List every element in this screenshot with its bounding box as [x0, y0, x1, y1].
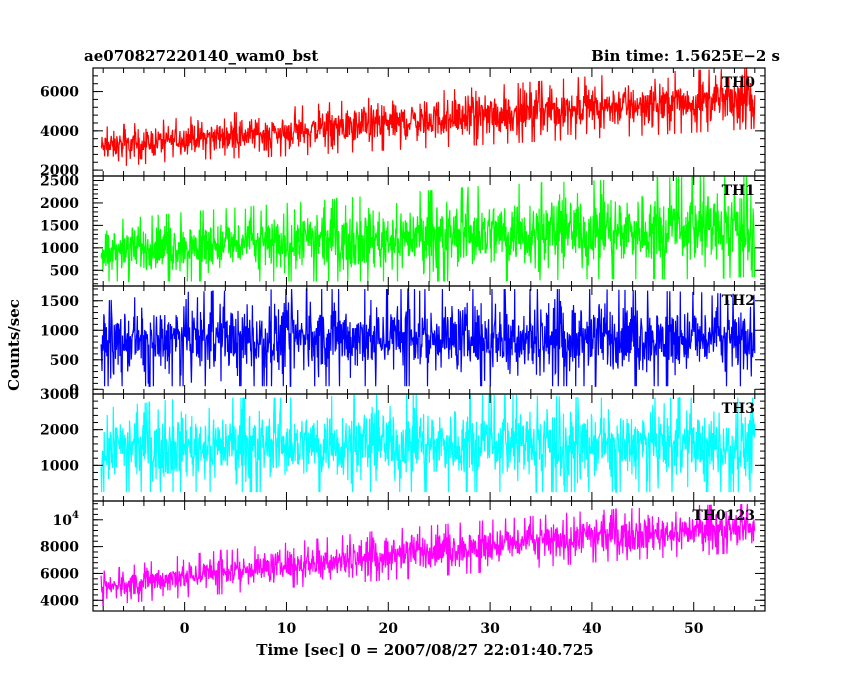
y-axis-label: Counts/sec [5, 299, 23, 391]
panels-group: 200040006000TH05001000150020002500TH1050… [40, 67, 766, 637]
y-tick-label: 104 [53, 510, 79, 529]
series-label-th1: TH1 [722, 183, 755, 199]
y-tick-label: 1500 [40, 294, 79, 310]
y-tick-label: 1000 [40, 241, 79, 257]
x-tick-label: 40 [582, 621, 602, 637]
series-label-th0123: TH0123 [692, 508, 755, 524]
x-tick-label: 0 [180, 621, 190, 637]
x-tick-label: 20 [379, 621, 399, 637]
y-tick-label-base: 10 [53, 513, 73, 529]
figure-title: ae070827220140_wam0_bst [84, 47, 318, 65]
x-tick-label: 10 [277, 621, 297, 637]
y-tick-label: 2000 [40, 163, 79, 179]
y-tick-label: 2500 [40, 173, 79, 189]
y-tick-label: 6000 [40, 566, 79, 582]
bin-time-label: Bin time: 1.5625E−2 s [591, 47, 780, 65]
y-tick-label: 1000 [40, 458, 79, 474]
y-tick-label: 0 [69, 382, 79, 398]
panel-th2: 0 500 1000 1500 TH2 [40, 285, 766, 398]
y-tick-label: 2000 [40, 423, 79, 439]
y-tick-label: 3000 [40, 387, 79, 403]
y-tick-label: 2000 [40, 196, 79, 212]
series-label-th3: TH3 [722, 401, 755, 417]
series-line-th0 [100, 68, 756, 166]
series-line-th0123 [100, 503, 756, 607]
y-tick-label: 4000 [40, 593, 79, 609]
x-tick-label: 30 [480, 621, 500, 637]
x-tick-label: 50 [684, 621, 704, 637]
panel-th3: 1000 2000 3000 TH3 [40, 387, 766, 502]
y-tick-label: 500 [50, 353, 79, 369]
series-line-th3 [100, 394, 756, 493]
y-tick-label: 500 [50, 263, 79, 279]
panel-th1: 500 1000 1500 2000 2500 TH1 [40, 173, 766, 287]
y-tick-label: 8000 [40, 540, 79, 556]
y-tick-label: 1500 [40, 218, 79, 234]
x-axis-label: Time [sec] 0 = 2007/08/27 22:01:40.725 [256, 641, 593, 659]
panel-th0123: 4000 6000 8000 104 TH0123 [40, 500, 766, 612]
y-tick-label-exponent: 4 [72, 510, 79, 521]
panel-th0: 2000 4000 6000 TH0 [40, 67, 766, 179]
series-line-th1 [100, 176, 756, 283]
series-label-th2: TH2 [722, 293, 755, 309]
y-tick-label: 4000 [40, 124, 79, 140]
series-label-th0: TH0 [722, 75, 756, 91]
y-tick-label: 6000 [40, 85, 79, 101]
y-tick-label: 1000 [40, 323, 79, 339]
series-line-th2 [100, 288, 756, 387]
